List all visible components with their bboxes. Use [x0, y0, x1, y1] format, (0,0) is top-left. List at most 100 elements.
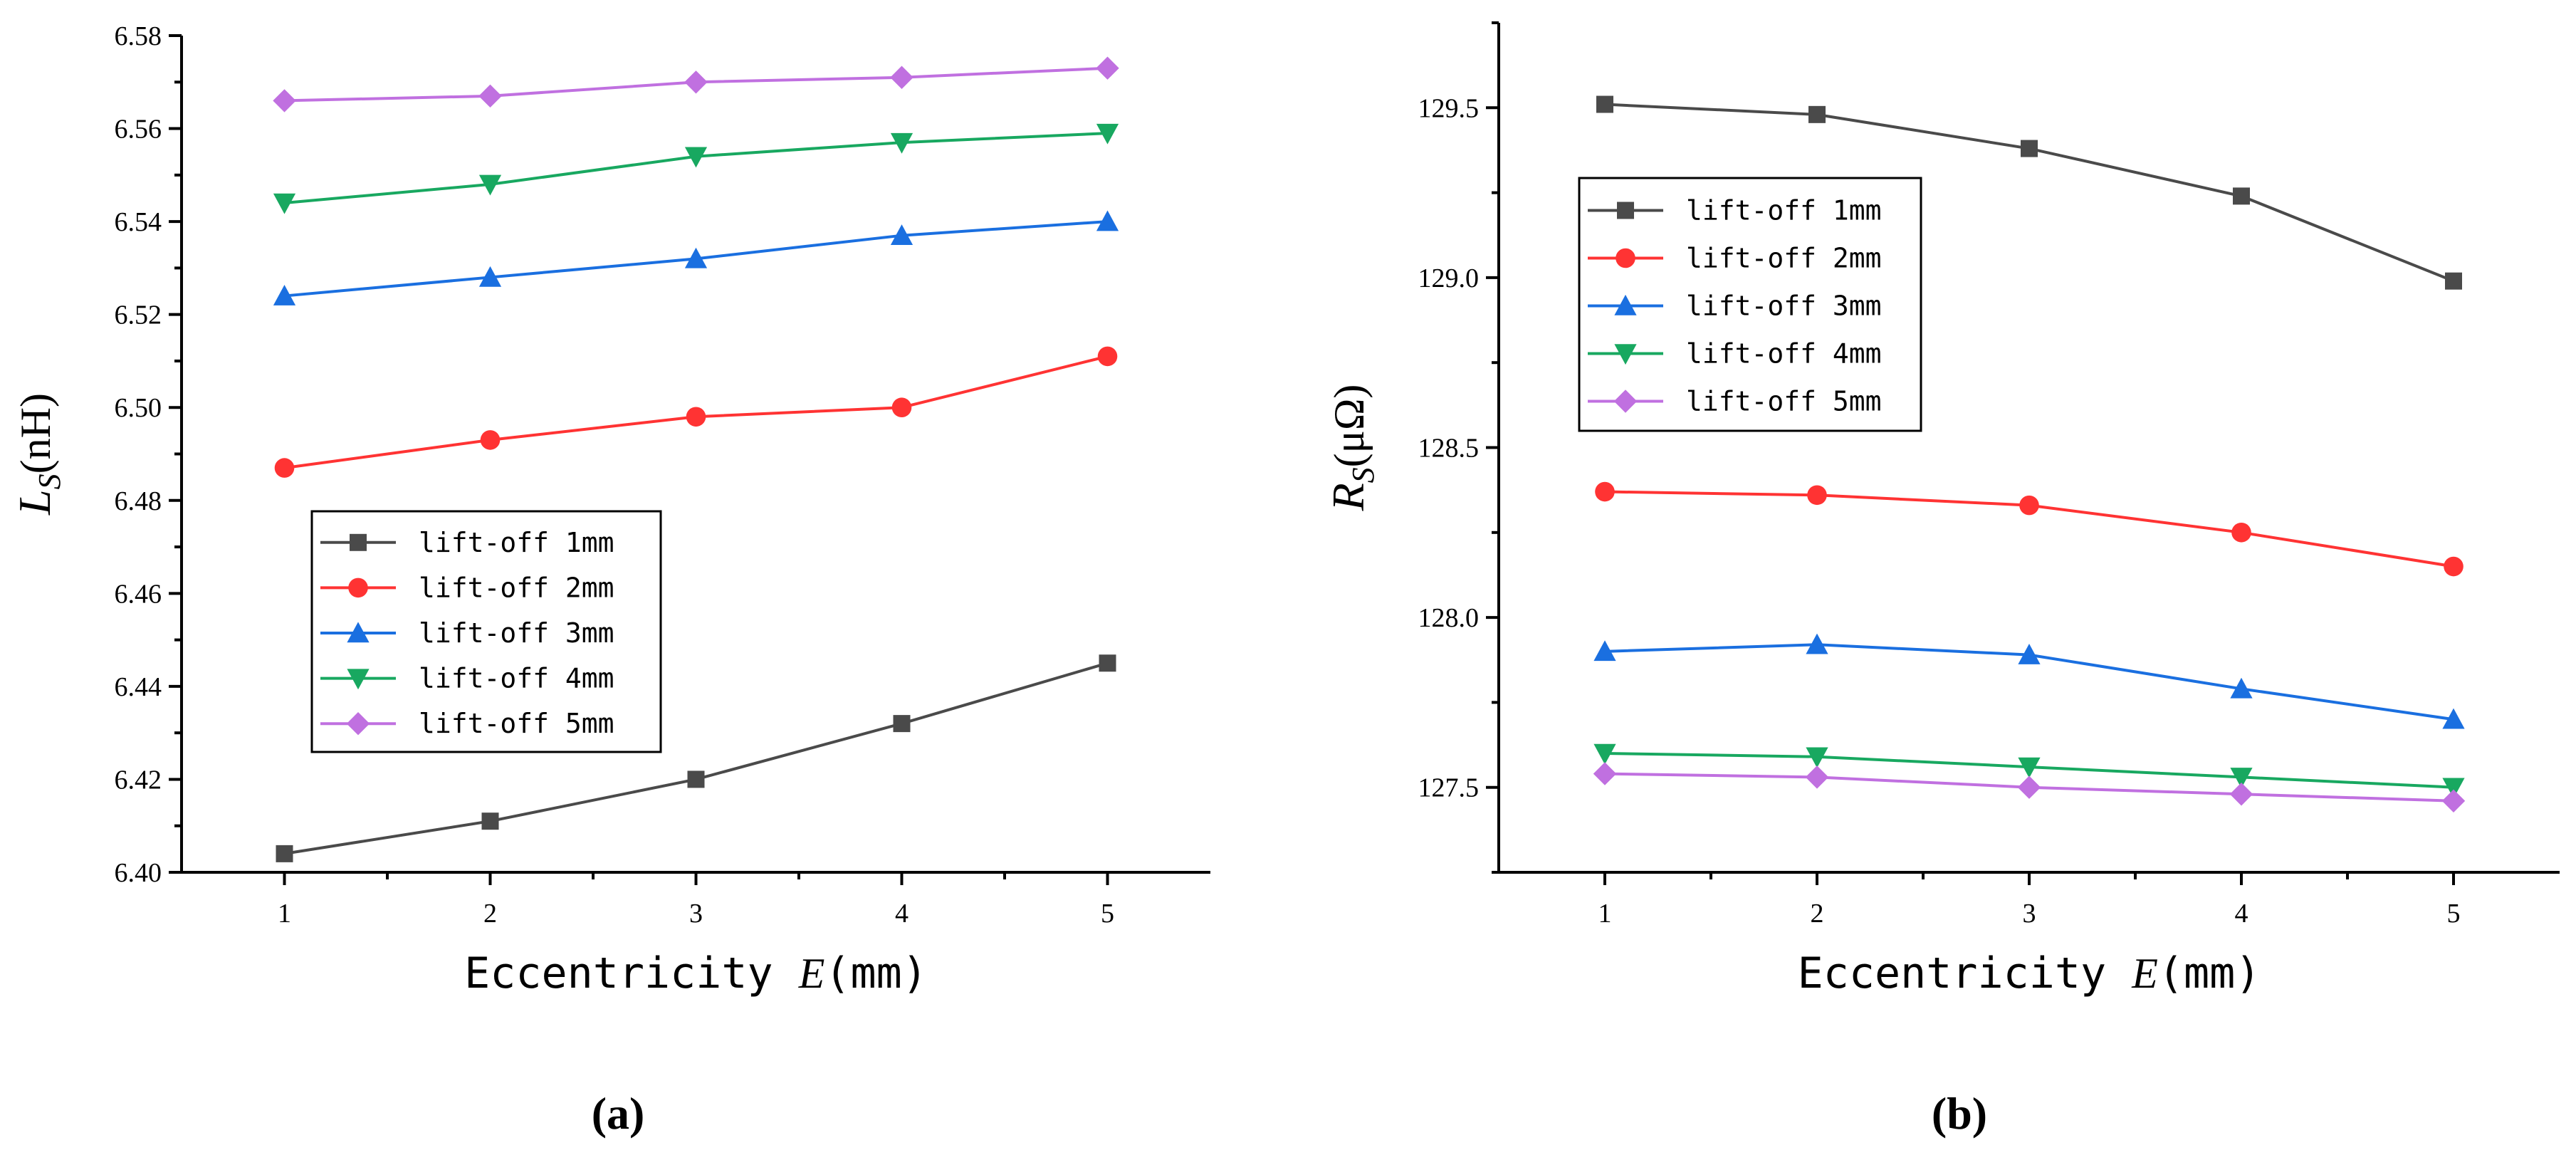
panel-a-label: (a)	[592, 1088, 645, 1139]
panel-b-point-s4-x1	[1593, 743, 1616, 765]
panel-a-point-s2-x3	[686, 407, 706, 427]
panel-a-y-tick-label: 6.40	[115, 858, 162, 888]
panel-b-y-tick-label: 128.0	[1418, 603, 1480, 633]
panel-b-point-s1-x1	[1596, 95, 1613, 113]
panel-a-point-s5-x3	[684, 70, 708, 94]
panel-b-legend-label-1: lift-off 1mm	[1686, 195, 1882, 226]
panel-a-point-s2-x5	[1097, 346, 1118, 367]
panel-a-y-tick-label: 6.48	[115, 486, 162, 516]
panel-b-y-axis-title: RS(μΩ)	[1323, 385, 1381, 512]
panel-b-label: (b)	[1932, 1088, 1987, 1139]
panel-b-legend-marker-2	[1616, 248, 1635, 268]
panel-a-point-s4-x2	[478, 174, 502, 196]
panel-a-point-s5-x4	[890, 66, 913, 89]
panel-b-point-s2-x4	[2231, 523, 2251, 543]
panel-a-y-tick-label: 6.44	[115, 672, 162, 702]
panel-a-y-tick-label: 6.58	[115, 21, 162, 51]
panel-b-x-tick-label: 5	[2447, 899, 2461, 929]
panel-a-point-s5-x5	[1096, 56, 1119, 80]
panel-b-point-s2-x5	[2444, 556, 2464, 577]
panel-a-y-tick-label: 6.46	[115, 579, 162, 609]
panel-a-point-s3-x1	[273, 284, 296, 305]
panel-a-legend-marker-3	[347, 622, 370, 643]
panel-a-point-s5-x2	[478, 84, 502, 108]
panel-b-point-s5-x5	[2441, 789, 2466, 812]
panel-b-point-s1-x2	[1808, 105, 1826, 123]
panel-b-x-tick-label: 3	[2023, 899, 2036, 929]
panel-a-x-tick-label: 3	[689, 899, 703, 929]
panel-b-point-s3-x3	[2018, 643, 2041, 664]
panel-a-x-tick-label: 1	[278, 899, 291, 929]
panel-a-legend-label-4: lift-off 4mm	[419, 663, 614, 694]
panel-a-point-s5-x1	[273, 89, 296, 113]
panel-a-point-s2-x4	[891, 397, 912, 418]
panel-b-legend-label-2: lift-off 2mm	[1686, 243, 1882, 274]
panel-a-point-s4-x5	[1096, 123, 1119, 145]
panel-a-point-s1-x3	[687, 770, 705, 788]
panel-a-legend-marker-2	[348, 578, 368, 598]
panel-a-x-tick-label: 5	[1101, 899, 1114, 929]
panel-a-point-s3-x4	[890, 224, 913, 245]
panel-b-chart: 127.5 128.0 128.5 129.0 129.5 1 2 3 4 5 Eccentrici…	[1323, 21, 2560, 998]
panel-a-point-s4-x4	[890, 132, 913, 154]
panel-b-point-s4-x3	[2018, 757, 2041, 778]
panel-b-legend-marker-3	[1614, 294, 1637, 315]
panel-a-x-tick-label: 4	[895, 899, 909, 929]
panel-a-point-s2-x1	[274, 458, 295, 478]
panel-b-legend-marker-4	[1614, 344, 1637, 365]
panel-a-y-tick-label: 6.54	[115, 207, 162, 237]
panel-b-x-tick-label: 1	[1598, 899, 1612, 929]
panel-b-point-s5-x2	[1805, 765, 1829, 789]
panel-a-series-line-4	[284, 132, 1108, 204]
panel-a-x-tick-label: 2	[483, 899, 497, 929]
panel-b-point-s3-x1	[1593, 640, 1616, 662]
panel-a-point-s1-x1	[276, 845, 293, 862]
panel-b-x-tick-label: 2	[1811, 899, 1824, 929]
panel-b-point-s1-x4	[2233, 187, 2250, 205]
panel-b-y-tick-label: 129.5	[1418, 93, 1480, 123]
panel-b-point-s3-x2	[1806, 633, 1828, 654]
panel-a-point-s4-x3	[684, 147, 708, 168]
panel-b-legend-label-5: lift-off 5mm	[1686, 386, 1882, 417]
panel-a-point-s1-x5	[1099, 654, 1116, 672]
panel-b-point-s5-x1	[1593, 762, 1617, 785]
panel-b-point-s4-x5	[2442, 778, 2465, 799]
panel-b-legend-label-3: lift-off 3mm	[1686, 291, 1882, 322]
panel-a-point-s1-x4	[893, 715, 911, 733]
panel-a-point-s3-x2	[478, 266, 502, 287]
panel-b-legend-label-4: lift-off 4mm	[1686, 338, 1882, 370]
panel-a-point-s1-x2	[481, 812, 499, 830]
panel-a-legend-marker-1	[350, 533, 367, 551]
panel-b-point-s3-x5	[2442, 708, 2465, 729]
panel-b-point-s5-x4	[2229, 783, 2253, 806]
panel-b-legend-marker-5	[1613, 390, 1638, 413]
panel-a-y-axis-title: LS(nH)	[9, 393, 67, 516]
panel-a-chart: 6.40 6.42 6.44 6.46 6.48 6.50 6.52 6.54 6.56 6.58…	[9, 21, 1210, 998]
panel-a-point-s2-x2	[480, 430, 501, 450]
panel-b-legend-marker-1	[1617, 202, 1634, 219]
panel-a-point-s4-x1	[273, 193, 296, 214]
panel-b-y-tick-label: 128.5	[1418, 434, 1480, 464]
panel-a-legend-label-5: lift-off 5mm	[419, 708, 614, 739]
panel-b-point-s1-x5	[2445, 272, 2462, 290]
panel-b-point-s2-x2	[1807, 485, 1827, 506]
panel-b-y-tick-label: 129.0	[1418, 263, 1480, 293]
panel-a-point-s3-x5	[1096, 210, 1119, 231]
panel-b-point-s5-x3	[2017, 775, 2041, 799]
panel-a-legend-label-1: lift-off 1mm	[419, 527, 614, 558]
panel-b-point-s1-x3	[2021, 140, 2038, 157]
panel-a-y-tick-label: 6.56	[115, 115, 162, 145]
panel-b-x-tick-label: 4	[2235, 899, 2248, 929]
panel-a-point-s3-x3	[684, 247, 708, 268]
panel-a-legend-marker-4	[347, 669, 370, 690]
panel-a-legend-marker-5	[346, 712, 370, 736]
panel-a-legend-label-2: lift-off 2mm	[419, 572, 614, 603]
panel-a-y-tick-label: 6.42	[115, 765, 162, 795]
panel-b-point-s4-x4	[2230, 768, 2253, 788]
panel-a-x-axis-title: Eccentricity E(mm)	[464, 948, 928, 998]
panel-b-y-tick-label: 127.5	[1418, 773, 1480, 803]
panel-b-point-s3-x4	[2230, 677, 2253, 699]
panel-b-point-s4-x2	[1806, 747, 1828, 768]
panel-b-point-s2-x1	[1595, 481, 1615, 502]
